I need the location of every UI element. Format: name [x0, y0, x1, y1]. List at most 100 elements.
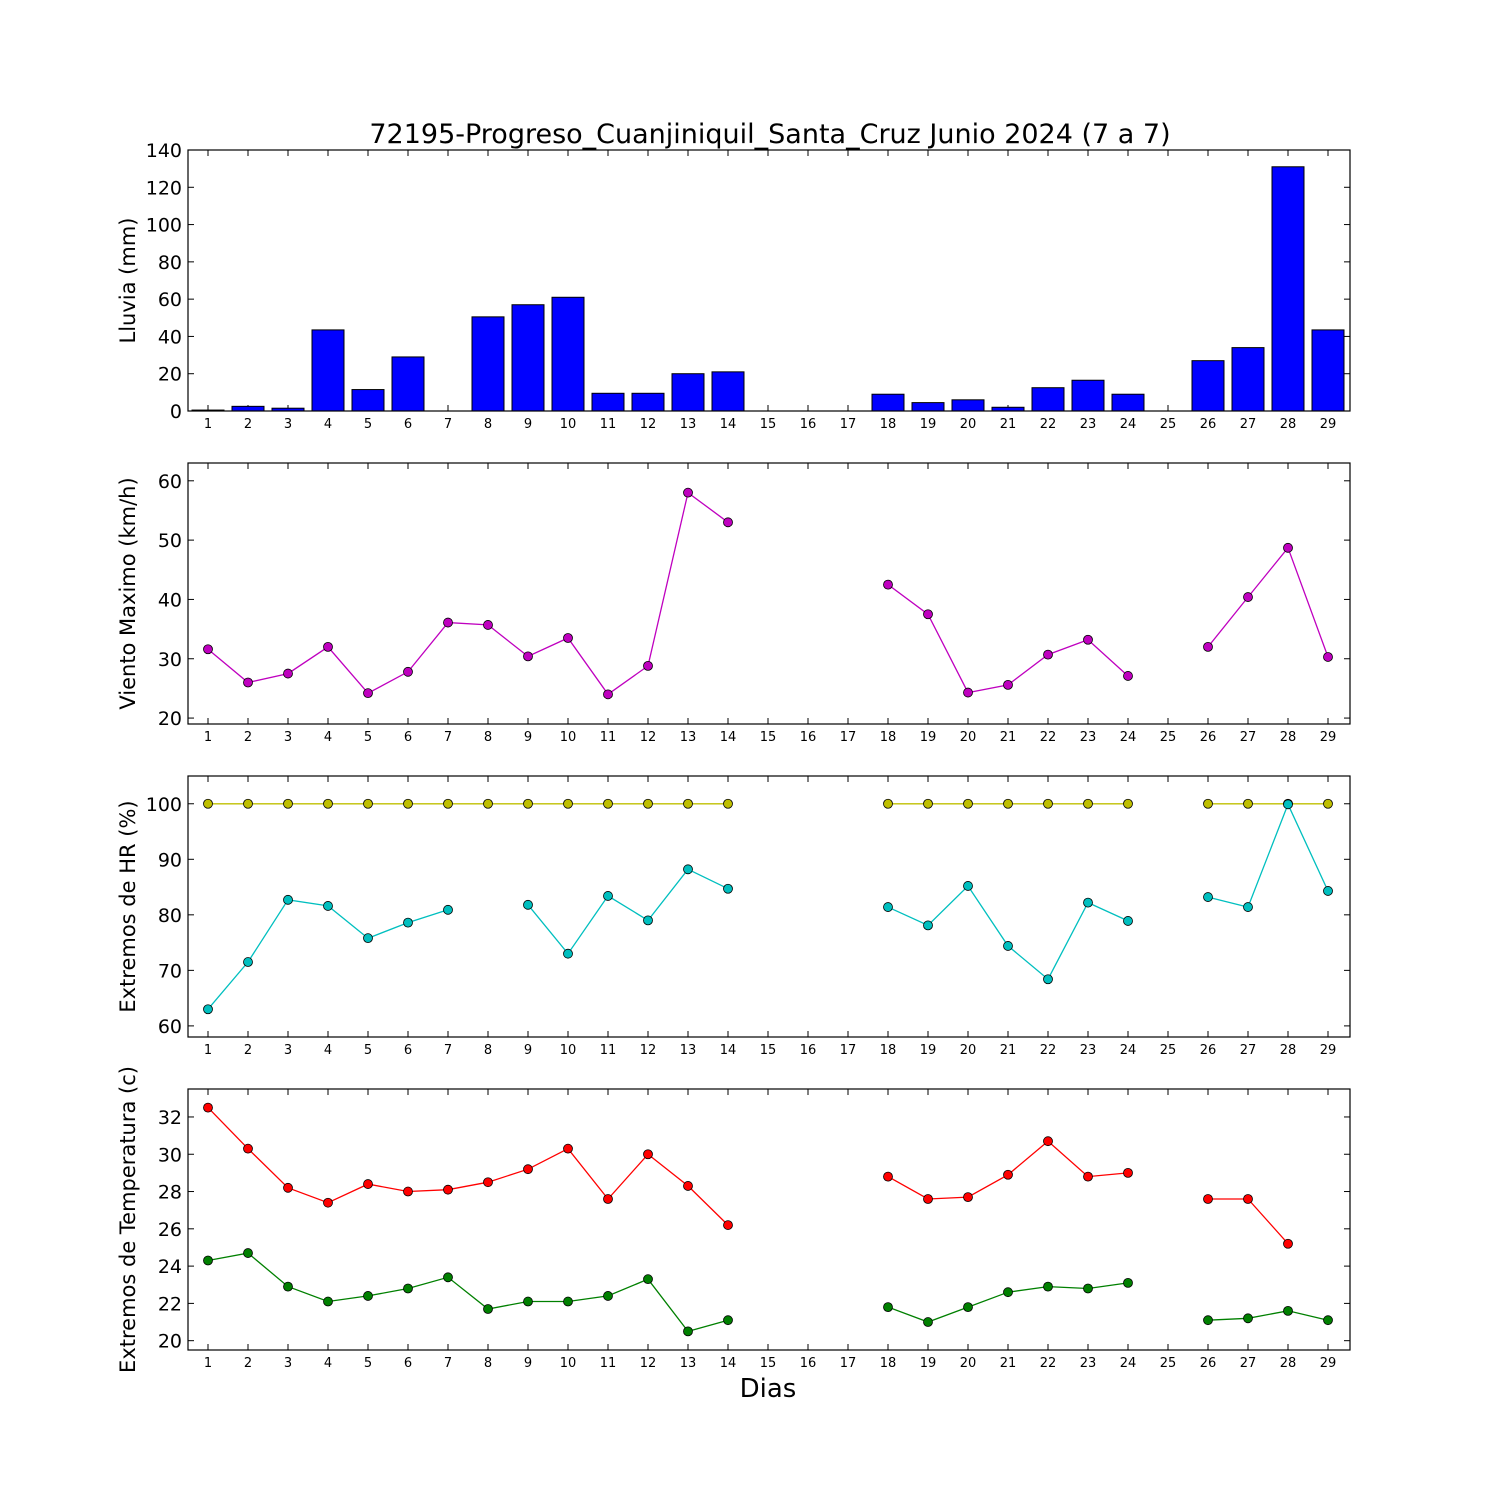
data-point	[1203, 892, 1213, 902]
data-point	[683, 1326, 693, 1337]
data-point	[1243, 592, 1253, 602]
x-tick-label: 19	[920, 730, 937, 745]
data-point	[203, 1255, 213, 1266]
series-line	[207, 899, 449, 1010]
data-point	[363, 798, 373, 809]
data-point	[1243, 798, 1253, 809]
x-tick-label: 19	[920, 1356, 937, 1371]
data-point	[523, 1164, 533, 1175]
data-point	[243, 1143, 253, 1154]
data-point	[963, 798, 973, 809]
y-tick-label: 60	[158, 471, 182, 493]
chart-title: 72195-Progreso_Cuanjiniquil_Santa_Cruz J…	[369, 119, 1170, 150]
data-point	[603, 798, 613, 809]
data-point	[1083, 1171, 1093, 1182]
data-point	[1043, 1281, 1053, 1292]
y-tick-label: 26	[158, 1219, 182, 1241]
y-tick-label: 100	[146, 794, 182, 816]
y-tick-label: 24	[158, 1256, 182, 1278]
data-point	[1123, 916, 1133, 926]
x-tick-label: 16	[800, 1043, 817, 1058]
series-line	[1207, 546, 1329, 658]
x-tick-label: 3	[284, 417, 292, 432]
x-tick-label: 3	[284, 730, 292, 745]
x-tick-label: 25	[1160, 1356, 1177, 1371]
data-point	[723, 517, 733, 528]
data-point	[523, 798, 533, 809]
data-point	[1003, 941, 1013, 951]
data-point	[683, 798, 693, 809]
x-tick-label: 19	[920, 417, 937, 432]
x-tick-label: 2	[244, 1356, 252, 1371]
data-point	[603, 1194, 613, 1204]
y-tick-label: 40	[158, 589, 182, 611]
x-tick-label: 23	[1080, 417, 1097, 432]
x-tick-label: 3	[284, 1043, 292, 1058]
y-tick-label: 50	[158, 530, 182, 552]
x-tick-label: 10	[560, 730, 577, 745]
x-tick-label: 12	[640, 730, 657, 745]
x-tick-label: 10	[560, 1043, 577, 1058]
x-tick-label: 22	[1040, 417, 1057, 432]
y-tick-label: 20	[158, 708, 182, 730]
series-line	[207, 1107, 729, 1226]
data-point	[723, 1315, 733, 1326]
data-point	[403, 917, 413, 928]
data-point	[203, 644, 213, 655]
x-tick-label: 11	[600, 1356, 617, 1371]
x-tick-label: 5	[364, 730, 372, 745]
data-point	[723, 883, 733, 894]
y-tick-label: 40	[158, 326, 182, 348]
data-point	[483, 798, 493, 809]
x-tick-label: 22	[1040, 1356, 1057, 1371]
data-point	[203, 1004, 213, 1015]
data-point	[923, 1317, 933, 1327]
x-tick-label: 27	[1240, 1356, 1257, 1371]
data-point	[403, 798, 413, 809]
x-tick-label: 16	[800, 730, 817, 745]
data-point	[563, 1296, 573, 1307]
x-tick-label: 21	[1000, 1043, 1017, 1058]
x-tick-label: 14	[720, 1356, 737, 1371]
data-point	[1123, 671, 1133, 681]
data-point	[243, 798, 253, 809]
x-tick-label: 21	[1000, 1356, 1017, 1371]
x-tick-label: 9	[524, 730, 532, 745]
bar	[671, 373, 705, 412]
x-tick-label: 15	[760, 1043, 777, 1058]
series-line	[1207, 802, 1329, 908]
x-tick-label: 24	[1120, 1356, 1137, 1371]
x-tick-label: 27	[1240, 1043, 1257, 1058]
data-point	[363, 688, 373, 699]
bar	[951, 399, 985, 412]
data-point	[883, 1171, 893, 1182]
data-point	[1003, 1287, 1013, 1298]
data-point	[643, 915, 653, 926]
data-point	[603, 891, 613, 901]
data-point	[923, 1194, 933, 1204]
x-tick-label: 1	[204, 1043, 212, 1058]
y-tick-label: 70	[158, 960, 182, 982]
x-tick-label: 11	[600, 417, 617, 432]
x-tick-label: 4	[324, 1356, 332, 1371]
data-point	[1043, 798, 1053, 809]
x-tick-label: 12	[640, 1043, 657, 1058]
data-point	[683, 1181, 693, 1191]
data-point	[1043, 974, 1053, 985]
bar	[311, 329, 345, 412]
data-point	[1123, 798, 1133, 809]
data-point	[883, 798, 893, 809]
y-tick-label: 28	[158, 1182, 182, 1204]
data-point	[1083, 1283, 1093, 1294]
data-point	[1243, 1313, 1253, 1324]
x-tick-label: 26	[1200, 417, 1217, 432]
data-point	[1243, 902, 1253, 912]
data-point	[1283, 1238, 1293, 1249]
x-tick-label: 3	[284, 1356, 292, 1371]
y-tick-label: 80	[158, 252, 182, 274]
x-tick-label: 28	[1280, 1043, 1297, 1058]
